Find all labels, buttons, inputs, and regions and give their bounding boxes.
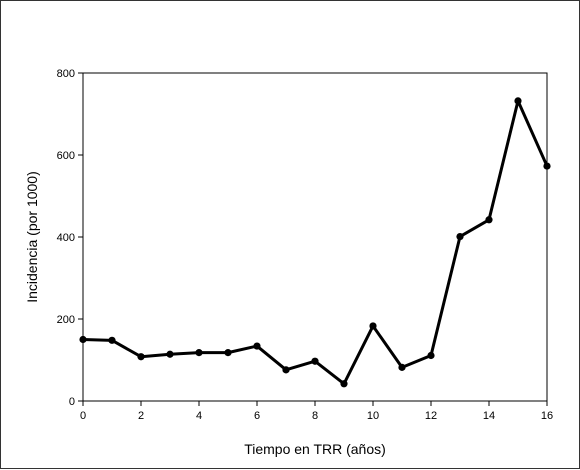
x-tick-label: 0 (80, 410, 86, 422)
y-axis-title: Incidencia (por 1000) (24, 171, 40, 303)
data-point (340, 380, 348, 388)
data-point (427, 351, 435, 360)
data-point (166, 350, 174, 358)
data-point (224, 349, 232, 357)
data-point (282, 366, 290, 374)
plot-area-frame (82, 72, 548, 402)
data-point (369, 322, 377, 330)
data-point (253, 342, 261, 350)
data-point (79, 335, 87, 344)
data-point (514, 97, 522, 105)
data-point (137, 353, 145, 361)
data-point (108, 336, 116, 344)
x-tick-label: 4 (196, 410, 202, 422)
y-tick-label: 800 (57, 68, 75, 80)
y-tick-label: 200 (57, 314, 75, 326)
data-point (195, 349, 203, 357)
x-tick-label: 14 (483, 410, 495, 422)
y-tick-label: 0 (69, 396, 75, 408)
y-tick-label: 400 (57, 232, 75, 244)
data-point (456, 232, 464, 241)
x-tick-label: 12 (425, 410, 437, 422)
x-axis-title: Tiempo en TRR (años) (244, 441, 386, 457)
x-tick-label: 6 (254, 410, 260, 422)
axes (82, 72, 548, 402)
x-tick-label: 10 (367, 410, 379, 422)
x-tick-label: 8 (312, 410, 318, 422)
data-point (311, 357, 319, 365)
y-tick-label: 600 (57, 150, 75, 162)
series-line (82, 99, 549, 386)
data-point (543, 162, 551, 170)
x-tick-label: 16 (541, 410, 553, 422)
series-layer (79, 97, 551, 388)
x-tick-label: 2 (138, 410, 144, 422)
ticks: 0 2 4 6 8 10 12 14 16 0 200 400 600 800 (57, 68, 553, 422)
data-point (485, 216, 493, 224)
data-point (398, 363, 406, 371)
